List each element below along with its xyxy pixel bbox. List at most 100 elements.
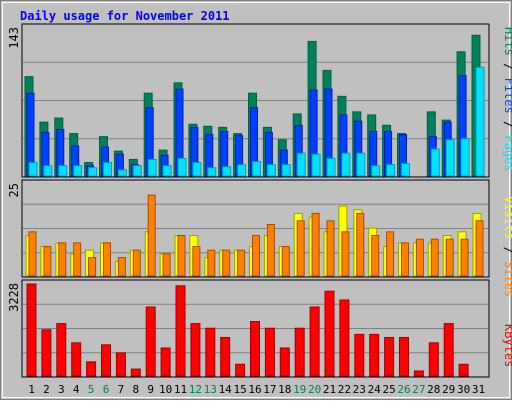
kbytes-right-legend: KBytes xyxy=(502,324,512,367)
legend-sites: Sites xyxy=(502,261,512,297)
legend-sep-1: / xyxy=(502,56,512,78)
pages-bar-day-16 xyxy=(252,161,261,177)
day-label-9: 9 xyxy=(147,383,154,396)
kbytes-bar-day-6 xyxy=(101,344,111,377)
pages-bar-day-1 xyxy=(28,162,38,177)
kbytes-bar-day-16 xyxy=(250,321,260,377)
day-label-31: 31 xyxy=(472,383,485,396)
day-label-11: 11 xyxy=(174,383,187,396)
day-label-26: 26 xyxy=(397,383,410,396)
sites-bar-day-2 xyxy=(43,246,52,277)
pages-bar-day-13 xyxy=(207,167,217,177)
sites-bar-day-13 xyxy=(207,249,216,277)
day-label-13: 13 xyxy=(204,383,217,396)
kbytes-bar-day-20 xyxy=(309,306,320,377)
sites-bar-day-15 xyxy=(237,249,246,277)
sites-bar-day-22 xyxy=(341,231,350,277)
kbytes-bar-day-2 xyxy=(41,329,52,377)
day-label-20: 20 xyxy=(308,383,321,396)
pages-bar-day-26 xyxy=(401,163,410,177)
chart-title: Daily usage for November 2011 xyxy=(20,9,230,23)
day-label-2: 2 xyxy=(43,383,50,396)
pages-bar-day-24 xyxy=(371,165,381,177)
day-label-3: 3 xyxy=(58,383,65,396)
day-label-22: 22 xyxy=(338,383,351,396)
sites-bar-day-23 xyxy=(356,212,365,277)
sites-bar-day-16 xyxy=(252,235,260,277)
pages-bar-day-3 xyxy=(58,165,68,177)
sites-bar-day-8 xyxy=(132,249,141,277)
pages-bar-day-10 xyxy=(162,165,172,177)
pages-bar-day-22 xyxy=(341,152,351,177)
sites-bar-day-1 xyxy=(28,231,37,277)
kbytes-bar-day-13 xyxy=(205,327,216,377)
day-label-6: 6 xyxy=(103,383,110,396)
day-label-25: 25 xyxy=(382,383,395,396)
sites-bar-day-10 xyxy=(162,253,171,277)
sites-bar-day-19 xyxy=(296,220,305,277)
pages-bar-day-20 xyxy=(311,153,321,177)
kbytes-panel: 3228 KBytes xyxy=(7,279,512,378)
pages-bar-day-21 xyxy=(326,157,336,177)
day-label-4: 4 xyxy=(73,383,80,396)
kbytes-bar-day-4 xyxy=(71,342,82,377)
day-label-14: 14 xyxy=(219,383,233,396)
sites-bar-day-11 xyxy=(177,235,186,277)
day-label-1: 1 xyxy=(28,383,35,396)
day-label-21: 21 xyxy=(323,383,336,396)
sites-bar-day-5 xyxy=(88,257,97,277)
kbytes-bar-day-26 xyxy=(399,336,409,377)
day-label-12: 12 xyxy=(189,383,202,396)
kbytes-bar-day-25 xyxy=(384,336,395,377)
kbytes-bar-day-18 xyxy=(279,347,290,377)
sites-bar-day-3 xyxy=(58,242,67,277)
legend-visits: Visits xyxy=(502,196,512,239)
sites-bar-day-31 xyxy=(475,220,484,277)
pages-bar-day-9 xyxy=(147,158,157,177)
sites-bar-day-26 xyxy=(401,242,409,277)
day-label-10: 10 xyxy=(159,383,172,396)
day-label-15: 15 xyxy=(233,383,246,396)
pages-bar-day-14 xyxy=(222,166,232,177)
sites-bar-day-27 xyxy=(415,238,424,277)
day-label-18: 18 xyxy=(278,383,291,396)
pages-bar-day-29 xyxy=(445,139,455,177)
sites-bar-day-9 xyxy=(147,194,156,277)
kbytes-bar-day-23 xyxy=(354,333,365,377)
pages-bar-day-7 xyxy=(117,169,127,177)
visits-y-max-label: 25 xyxy=(7,183,21,197)
chart-frame-inner xyxy=(2,2,510,398)
day-label-7: 7 xyxy=(118,383,125,396)
legend-hits: Hits xyxy=(502,27,512,56)
kbytes-bar-day-12 xyxy=(190,323,201,377)
hits-files-pages-panel: 143 Hits / Files / Pages xyxy=(7,23,512,178)
sites-bar-day-6 xyxy=(103,242,111,277)
kbytes-bar-day-11 xyxy=(175,285,186,377)
legend-sep-2: / xyxy=(502,114,512,136)
day-label-19: 19 xyxy=(293,383,306,396)
kbytes-bar-day-24 xyxy=(369,333,380,377)
sites-bar-day-20 xyxy=(311,212,320,277)
day-label-29: 29 xyxy=(442,383,455,396)
pages-bar-day-30 xyxy=(460,138,470,177)
kbytes-bar-day-30 xyxy=(458,363,469,377)
pages-bar-day-8 xyxy=(132,165,142,177)
pages-bar-day-2 xyxy=(43,165,53,177)
sites-bar-day-29 xyxy=(445,238,454,277)
pages-bar-day-6 xyxy=(103,162,112,177)
pages-bar-day-25 xyxy=(386,164,396,177)
kbytes-bar-day-28 xyxy=(428,342,439,377)
kbytes-bar-day-8 xyxy=(130,368,141,377)
day-label-30: 30 xyxy=(457,383,470,396)
kbytes-bar-day-5 xyxy=(86,361,97,377)
sites-bar-day-4 xyxy=(73,242,82,277)
sites-bar-day-28 xyxy=(430,238,439,277)
legend-sep-3: / xyxy=(502,239,512,261)
pages-bar-day-4 xyxy=(73,165,83,177)
sites-bar-day-18 xyxy=(281,246,290,277)
sites-bar-day-24 xyxy=(371,235,380,277)
kbytes-bar-day-19 xyxy=(294,327,305,377)
kbytes-bar-day-3 xyxy=(56,323,67,377)
visits-right-legend: Visits / Sites xyxy=(502,196,512,297)
